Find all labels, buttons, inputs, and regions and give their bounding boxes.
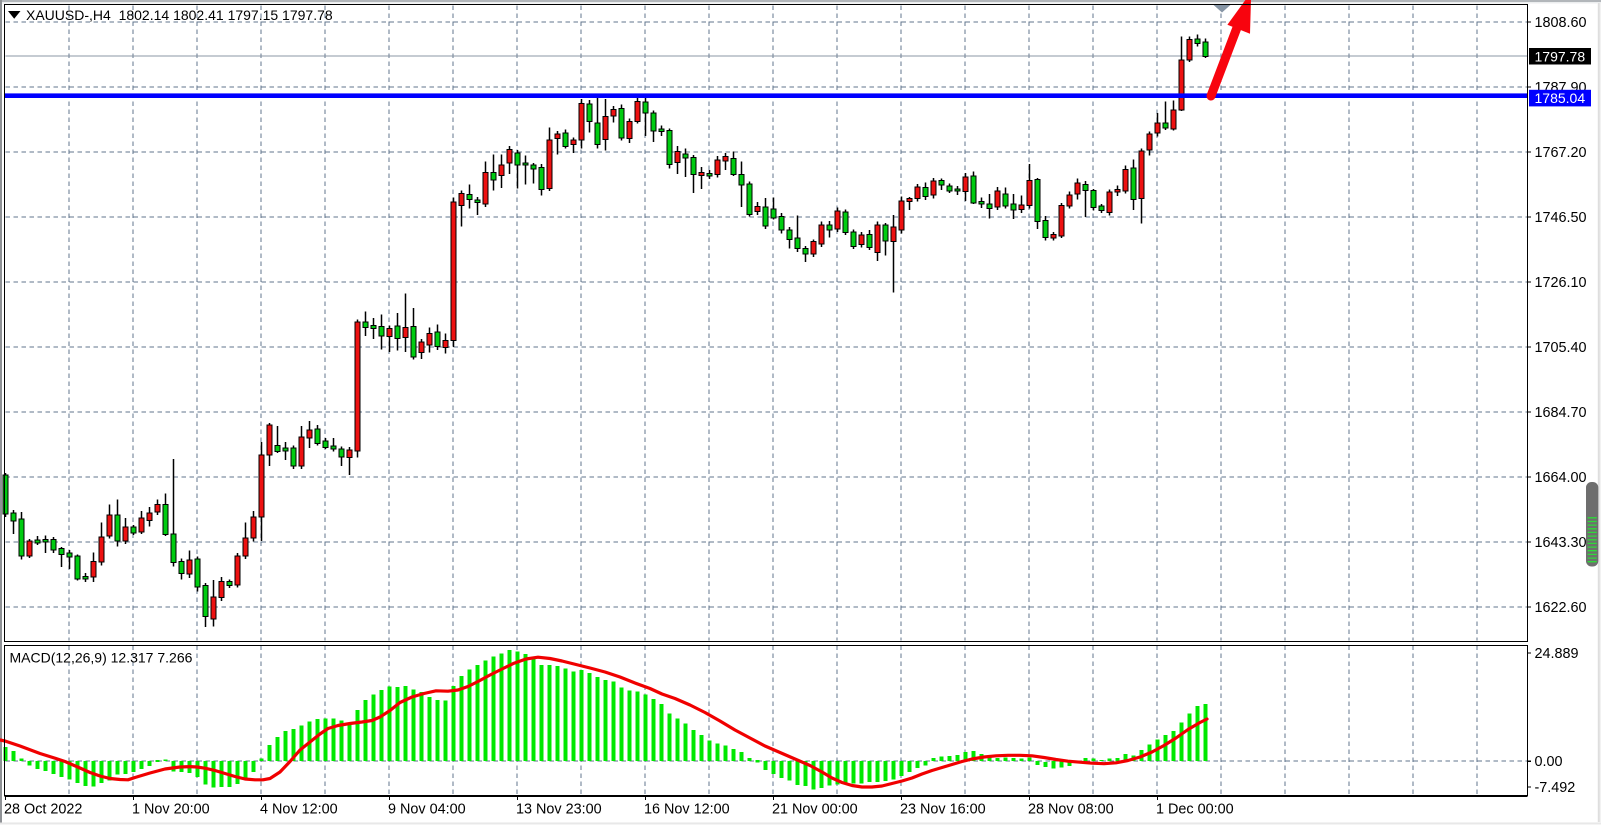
svg-text:1726.10: 1726.10 xyxy=(1535,275,1587,291)
svg-text:1622.60: 1622.60 xyxy=(1535,600,1587,616)
svg-text:1767.20: 1767.20 xyxy=(1535,145,1587,161)
svg-text:1664.00: 1664.00 xyxy=(1535,470,1587,486)
svg-text:21 Nov 00:00: 21 Nov 00:00 xyxy=(772,802,858,818)
svg-text:28 Oct 2022: 28 Oct 2022 xyxy=(4,802,82,818)
svg-text:0.00: 0.00 xyxy=(1535,754,1563,770)
svg-text:1684.70: 1684.70 xyxy=(1535,405,1587,421)
svg-text:XAUUSD-,H4 1802.14 1802.41 17: XAUUSD-,H4 1802.14 1802.41 1797.15 1797.… xyxy=(26,7,333,23)
svg-text:-7.492: -7.492 xyxy=(1535,780,1576,796)
svg-text:28 Nov 08:00: 28 Nov 08:00 xyxy=(1028,802,1114,818)
svg-text:1643.30: 1643.30 xyxy=(1535,535,1587,551)
svg-text:13 Nov 23:00: 13 Nov 23:00 xyxy=(516,802,602,818)
svg-text:4 Nov 12:00: 4 Nov 12:00 xyxy=(260,802,338,818)
svg-text:1705.40: 1705.40 xyxy=(1535,340,1587,356)
svg-text:1808.60: 1808.60 xyxy=(1535,15,1587,31)
svg-text:9 Nov 04:00: 9 Nov 04:00 xyxy=(388,802,466,818)
svg-text:16 Nov 12:00: 16 Nov 12:00 xyxy=(644,802,730,818)
svg-text:23 Nov 16:00: 23 Nov 16:00 xyxy=(900,802,986,818)
svg-text:1 Nov 20:00: 1 Nov 20:00 xyxy=(132,802,210,818)
svg-text:1 Dec 00:00: 1 Dec 00:00 xyxy=(1156,802,1234,818)
svg-text:24.889: 24.889 xyxy=(1535,646,1579,662)
svg-text:1746.50: 1746.50 xyxy=(1535,210,1587,226)
svg-text:MACD(12,26,9) 12.317 7.266: MACD(12,26,9) 12.317 7.266 xyxy=(10,649,193,665)
svg-text:1797.78: 1797.78 xyxy=(1535,48,1586,64)
svg-text:1785.04: 1785.04 xyxy=(1535,90,1586,106)
